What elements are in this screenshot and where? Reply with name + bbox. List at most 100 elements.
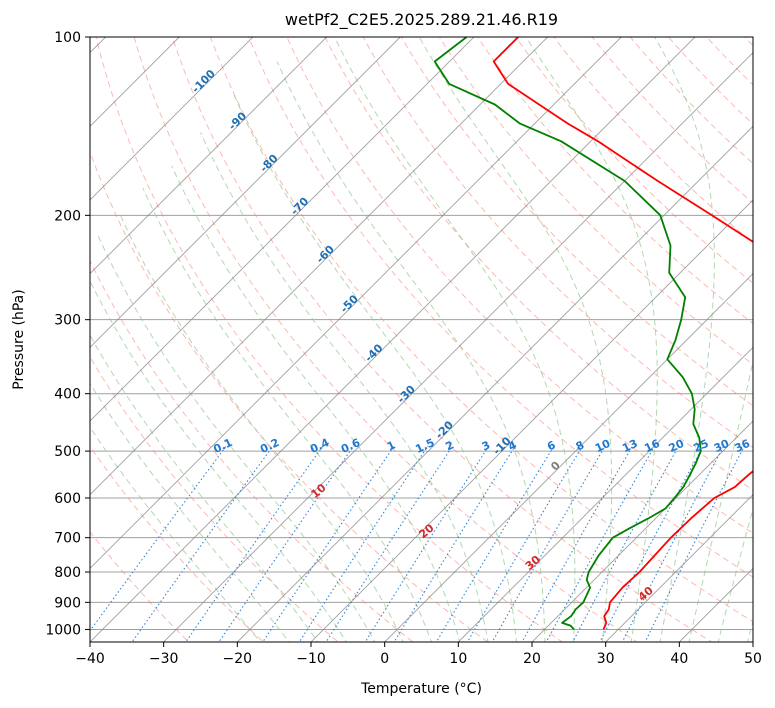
dry-adiabat-line [324, 37, 753, 491]
mixing-ratio-label: 16 [642, 437, 662, 455]
isotherm-line [163, 52, 753, 642]
y-tick-label: 1000 [45, 622, 81, 638]
dry-adiabat-line [591, 37, 753, 204]
mixing-ratio-line [621, 445, 725, 642]
dry-adiabat-line [553, 37, 753, 244]
mixing-ratio-line [131, 445, 274, 642]
y-tick-label: 700 [54, 531, 81, 547]
isotherm-line [90, 37, 696, 642]
mixing-ratio-line [599, 445, 704, 642]
plot-background [90, 37, 753, 642]
y-tick-label: 100 [54, 30, 81, 46]
x-tick-label: 10 [449, 651, 467, 667]
moist-adiabat-line [171, 165, 461, 642]
moist-adiabat-line [233, 94, 518, 642]
isotherm-line [236, 125, 753, 642]
dry-adiabat-line [90, 531, 190, 642]
y-tick-label: 300 [54, 313, 81, 329]
moist-adiabat-line [90, 279, 347, 642]
moist-adiabat-line [654, 37, 715, 642]
isotherm-line [90, 37, 549, 496]
moist-adiabat-line [90, 334, 319, 642]
mixing-ratio-line [325, 445, 454, 642]
y-axis: 1000 900 800 700 600 500 400 300 200 100 [45, 30, 90, 638]
chart-title: wetPf2_C2E5.2025.289.21.46.R19 [285, 10, 558, 30]
x-tick-label: −30 [149, 651, 179, 667]
isotherm-line [90, 37, 254, 201]
x-tick-label: 30 [597, 651, 615, 667]
x-tick-label: 0 [380, 651, 389, 667]
isotherm-line [310, 199, 753, 642]
y-tick-label: 900 [54, 595, 81, 611]
isobar-gridlines [90, 37, 753, 630]
isotherm-line [384, 273, 753, 642]
isotherm-line [0, 10, 59, 654]
mixing-ratio-line [466, 445, 584, 642]
dry-adiabats [90, 24, 775, 654]
mixing-ratio-line [364, 445, 490, 642]
x-tick-label: 50 [744, 651, 762, 667]
mixing-ratio-line [90, 445, 227, 632]
x-tick-label: 20 [523, 651, 541, 667]
dry-adiabat-line [90, 356, 339, 642]
moist-adiabat-line [90, 426, 261, 642]
dry-adiabat-line [286, 37, 753, 534]
sounding-series [433, 37, 753, 631]
isotherm-line [90, 37, 622, 569]
mixing-ratio-label: 25 [691, 437, 710, 455]
mixing-ratio-label: 13 [620, 437, 639, 455]
y-tick-label: 200 [54, 208, 81, 224]
y-tick-label: 600 [54, 491, 81, 507]
dry-adiabat-line [400, 37, 753, 407]
moist-adiabat-line [717, 506, 753, 642]
dry-adiabat-line [770, 24, 775, 654]
moist-adiabat-line [120, 215, 404, 642]
dry-adiabat-line [248, 37, 753, 578]
dry-adiabat-line [90, 259, 414, 642]
mixing-ratio-line [262, 445, 395, 642]
mixing-ratio-line [435, 445, 555, 642]
dewpoint-line [433, 37, 702, 631]
mixing-ratio-label: 30 [712, 437, 732, 455]
moist-adiabat-line [96, 233, 376, 642]
dry-adiabat-line [133, 37, 638, 642]
mixing-ratio-line [644, 445, 746, 642]
plot-frame [89, 36, 754, 643]
mixing-ratio-line [572, 445, 680, 642]
dry-adiabat-line [171, 37, 713, 642]
dry-adiabat-line [362, 37, 753, 449]
isotherm-line [90, 37, 475, 422]
x-axis-title: Temperature (°C) [360, 681, 482, 697]
mixing-ratio-label: 10 [593, 437, 613, 455]
moist-adiabat-line [142, 187, 432, 642]
y-tick-label: 400 [54, 387, 81, 403]
dry-adiabat-line [515, 37, 753, 284]
isotherm-line [457, 346, 753, 642]
isotherm-line [90, 37, 401, 348]
isotherm-line [605, 494, 753, 642]
moist-adiabats [90, 37, 753, 642]
isotherm-line [90, 37, 180, 127]
mixing-ratio-label: 20 [667, 437, 687, 455]
x-tick-label: −40 [75, 651, 105, 667]
dry-adiabat-line [95, 37, 564, 642]
x-tick-label: 40 [670, 651, 688, 667]
isotherm-gridlines [0, 10, 753, 654]
isotherm-line [531, 420, 753, 642]
dry-adiabat-line [209, 37, 753, 623]
moist-adiabat-line [90, 382, 290, 642]
moist-adiabat-line [276, 61, 546, 642]
x-tick-label: −10 [296, 651, 326, 667]
mixing-ratio-label: 36 [733, 437, 753, 455]
moist-adiabat-line [688, 358, 753, 642]
moist-adiabat-line [200, 132, 489, 642]
x-tick-label: −20 [223, 651, 253, 667]
temperature-line [492, 37, 753, 630]
y-axis-title: Pressure (hPa) [11, 289, 27, 389]
y-tick-label: 800 [54, 565, 81, 581]
moist-adiabat-line [418, 37, 613, 642]
isotherm-line [90, 37, 328, 275]
mixing-ratio-line [298, 445, 429, 642]
